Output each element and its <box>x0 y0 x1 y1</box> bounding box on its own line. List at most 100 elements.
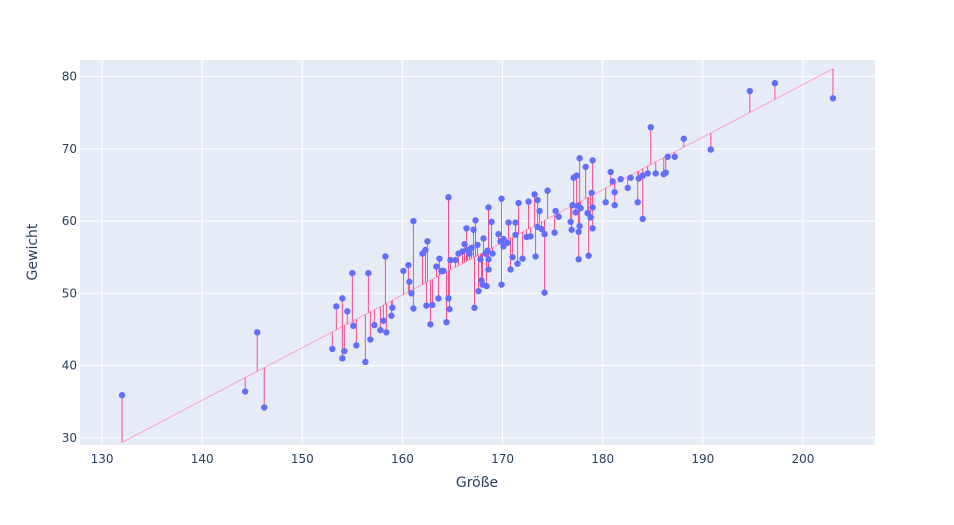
data-point <box>242 388 249 395</box>
data-point <box>531 191 538 198</box>
data-point <box>468 244 475 252</box>
data-point <box>367 336 374 343</box>
data-point <box>576 155 583 162</box>
data-point <box>445 194 452 201</box>
data-point <box>509 253 516 261</box>
data-point <box>498 195 505 202</box>
data-point <box>552 207 559 215</box>
data-point <box>408 290 415 297</box>
data-point <box>639 172 646 179</box>
data-point <box>504 239 511 246</box>
data-point <box>662 169 669 176</box>
data-point <box>365 269 372 277</box>
data-point <box>382 253 389 260</box>
data-point <box>771 79 779 87</box>
data-point <box>447 256 454 264</box>
residual-lines <box>121 68 834 443</box>
data-point <box>353 342 360 349</box>
data-point <box>459 248 466 255</box>
data-point <box>639 215 646 223</box>
data-point <box>541 289 548 296</box>
data-point <box>406 278 413 285</box>
data-point <box>405 261 412 269</box>
data-point <box>541 230 548 238</box>
data-point <box>512 231 519 239</box>
data-point <box>435 295 442 302</box>
x-tick-label: 180 <box>591 452 614 466</box>
data-point <box>607 168 614 176</box>
data-point <box>377 326 384 334</box>
data-point <box>429 301 436 309</box>
data-point <box>707 146 714 153</box>
data-point <box>339 355 346 362</box>
data-point <box>261 404 268 411</box>
data-point <box>475 287 482 295</box>
data-point <box>410 217 417 225</box>
data-point <box>577 204 584 212</box>
data-point <box>664 153 671 160</box>
data-point <box>532 253 539 260</box>
data-point <box>463 225 470 232</box>
data-point <box>483 282 490 290</box>
data-point <box>551 229 558 236</box>
data-point <box>505 219 512 226</box>
data-point <box>680 135 687 142</box>
x-tick-label: 200 <box>791 452 814 466</box>
data-point <box>488 218 495 226</box>
data-point <box>380 317 387 324</box>
data-point <box>572 209 579 216</box>
data-point <box>624 184 631 192</box>
data-point <box>498 281 505 288</box>
data-point <box>472 217 479 224</box>
data-point <box>627 174 634 181</box>
data-point <box>436 255 443 262</box>
data-point <box>471 304 478 311</box>
data-point <box>427 321 434 328</box>
x-tick-label: 130 <box>91 452 114 466</box>
x-tick-label: 160 <box>391 452 414 466</box>
data-point <box>671 153 678 160</box>
data-point <box>634 199 641 206</box>
data-point <box>515 199 522 207</box>
data-point <box>466 250 473 257</box>
data-point <box>536 207 543 215</box>
data-point <box>329 345 336 353</box>
data-point <box>569 201 576 209</box>
data-point <box>514 260 521 267</box>
y-axis-title: Gewicht <box>25 223 41 280</box>
data-point <box>602 199 609 206</box>
data-point <box>587 214 594 221</box>
data-point <box>519 255 526 262</box>
data-point <box>482 250 489 257</box>
data-point <box>512 219 519 226</box>
data-point <box>609 178 616 185</box>
data-point <box>534 196 541 204</box>
data-point <box>589 204 596 211</box>
data-point <box>333 303 340 310</box>
data-point <box>525 198 532 205</box>
data-point <box>576 222 583 230</box>
x-tick-label: 190 <box>691 452 714 466</box>
data-point <box>344 308 351 315</box>
x-tick-label: 150 <box>291 452 314 466</box>
data-point <box>470 226 477 233</box>
data-point <box>567 218 574 226</box>
data-point <box>371 321 378 329</box>
data-point <box>573 172 580 179</box>
data-point <box>423 302 430 309</box>
data-point <box>388 312 395 319</box>
data-point <box>424 238 431 245</box>
data-point <box>485 204 492 211</box>
data-point <box>588 189 595 197</box>
data-point <box>443 319 450 326</box>
data-point <box>362 358 369 366</box>
data-point <box>555 213 562 220</box>
data-points <box>118 79 837 411</box>
data-point <box>349 269 356 277</box>
data-point <box>118 391 126 399</box>
data-point <box>644 170 651 177</box>
data-point <box>568 226 575 233</box>
data-point <box>410 305 417 312</box>
data-point <box>507 266 514 273</box>
